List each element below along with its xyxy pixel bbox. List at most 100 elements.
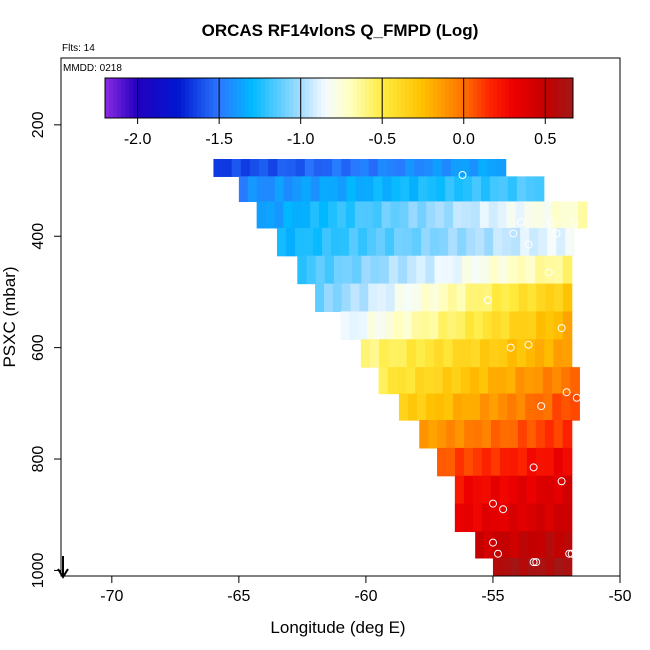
heatmap-cell xyxy=(332,151,342,177)
heatmap-cell xyxy=(472,176,482,203)
heatmap-cell xyxy=(412,283,422,313)
heatmap-cell xyxy=(419,420,429,449)
heatmap-cell xyxy=(247,176,258,203)
heatmap-cell xyxy=(454,475,465,505)
heatmap-cell xyxy=(361,255,372,285)
heatmap-cell xyxy=(409,176,419,203)
heatmap-cell xyxy=(368,283,378,313)
colorbar-segment xyxy=(205,78,210,118)
colorbar-segment xyxy=(281,78,286,118)
colorbar-segment xyxy=(533,78,538,118)
colorbar-segment xyxy=(397,78,402,118)
colorbar-segment xyxy=(121,78,126,118)
heatmap-cell xyxy=(484,227,494,257)
heatmap-cell xyxy=(480,339,490,368)
heatmap-cell xyxy=(478,367,489,395)
data-point xyxy=(552,229,561,238)
heatmap-cell xyxy=(483,531,494,559)
heatmap-cell xyxy=(402,311,413,340)
heatmap-cell xyxy=(441,151,452,177)
heatmap-cell xyxy=(447,283,458,313)
heatmap-cell xyxy=(331,227,341,257)
plot-frame xyxy=(60,57,621,577)
heatmap-cell xyxy=(285,227,296,257)
heatmap-cell xyxy=(554,283,564,313)
heatmap-cell xyxy=(438,311,448,340)
heatmap-cell xyxy=(373,176,383,203)
colorbar-segment xyxy=(445,78,450,118)
colorbar-segment xyxy=(285,78,290,118)
heatmap-cell xyxy=(349,311,359,340)
heatmap-cell xyxy=(455,447,465,477)
data-point xyxy=(516,218,525,227)
heatmap-cell xyxy=(367,227,377,257)
heatmap-cell xyxy=(463,447,474,477)
heatmap-cell xyxy=(313,151,324,177)
heatmap-cell xyxy=(538,227,548,257)
heatmap-cell xyxy=(466,227,476,257)
heatmap-cell xyxy=(349,227,359,257)
heatmap-cell xyxy=(535,420,546,449)
heatmap-cell xyxy=(465,283,475,313)
colorbar-segment xyxy=(345,78,350,118)
heatmap-cell xyxy=(461,339,472,368)
heatmap-cell xyxy=(489,339,499,368)
heatmap-cell xyxy=(517,475,528,505)
heatmap-cell xyxy=(411,311,422,340)
heatmap-cell xyxy=(377,151,388,177)
heatmap-cell xyxy=(455,420,465,449)
heatmap-cell xyxy=(497,367,507,395)
heatmap-cell xyxy=(473,311,484,340)
heatmap-cell xyxy=(462,393,472,421)
colorbar-segment xyxy=(441,78,446,118)
colorbar-segment xyxy=(537,78,542,118)
heatmap-cell xyxy=(499,447,510,477)
colorbar-segment xyxy=(513,78,518,118)
heatmap-cell xyxy=(478,151,488,177)
colorbar-segment xyxy=(277,78,282,118)
data-point xyxy=(494,549,502,558)
colorbar-segment xyxy=(361,78,366,118)
heatmap-cell xyxy=(350,283,360,313)
heatmap-cell xyxy=(405,367,416,395)
data-point xyxy=(537,402,546,411)
heatmap-cell xyxy=(430,227,440,257)
colorbar-segment xyxy=(325,78,330,118)
heatmap-cell xyxy=(488,201,499,229)
colorbar-segment xyxy=(333,78,338,118)
colorbar-segment xyxy=(269,78,274,118)
heatmap-cell xyxy=(527,311,537,340)
heatmap-cell xyxy=(430,283,440,313)
data-point xyxy=(544,268,553,277)
heatmap-cell xyxy=(286,151,297,177)
heatmap-cell xyxy=(304,151,315,177)
heatmap-cell xyxy=(393,311,404,340)
heatmap-cell xyxy=(535,475,546,505)
heatmap-cell xyxy=(358,311,368,340)
colorbar-segment xyxy=(145,78,150,118)
heatmap-cell xyxy=(213,151,224,177)
heatmap-cell xyxy=(341,151,352,177)
colorbar-segment xyxy=(529,78,534,118)
heatmap-cell xyxy=(274,176,285,203)
heatmap-cell xyxy=(497,201,508,229)
heatmap-cell xyxy=(553,255,564,285)
x-tick-label: -65 xyxy=(227,588,250,605)
y-axis: 200 400 600 800 1000 xyxy=(30,111,61,588)
heatmap-cell xyxy=(443,339,454,368)
heatmap-cell xyxy=(499,503,510,533)
heatmap-cell xyxy=(545,531,555,559)
heatmap-cell xyxy=(265,176,276,203)
heatmap-cell xyxy=(518,283,529,313)
data-point xyxy=(532,558,541,567)
colorbar-segment xyxy=(105,78,110,118)
heatmap-cell xyxy=(547,227,557,257)
colorbar-segment xyxy=(161,78,166,118)
colorbar-segment xyxy=(365,78,370,118)
heatmap-cell xyxy=(470,339,481,368)
heatmap-cell xyxy=(562,447,573,477)
colorbar-segment xyxy=(457,78,462,118)
colorbar-frame xyxy=(104,77,574,119)
colorbar-segment xyxy=(425,78,430,118)
heatmap-cell xyxy=(535,503,546,533)
